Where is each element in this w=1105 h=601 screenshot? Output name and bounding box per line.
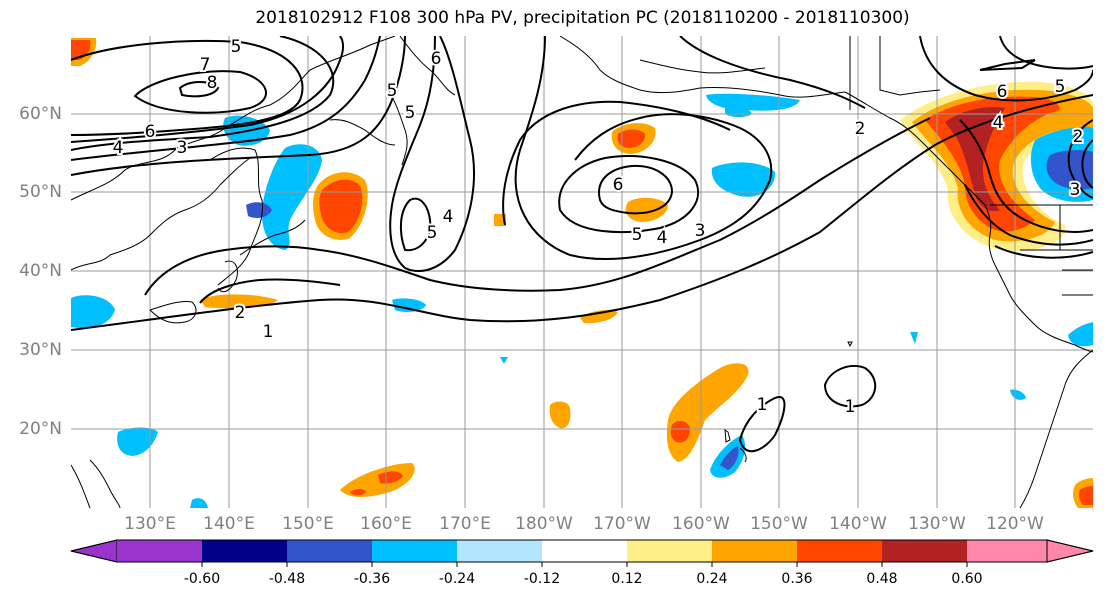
contour-label: 5 bbox=[632, 225, 643, 245]
colorbar-tick-label: -0.36 bbox=[353, 571, 391, 587]
precip-positive-south bbox=[340, 463, 415, 497]
colorbar-segment-11 bbox=[967, 540, 1047, 562]
precip-negative-aleutian bbox=[706, 93, 800, 111]
colorbar-tick-label: -0.48 bbox=[268, 571, 306, 587]
colorbar-segment-8 bbox=[712, 540, 797, 562]
map-gridlines bbox=[71, 36, 1093, 508]
colorbar-arrow-right bbox=[1046, 539, 1094, 563]
contour-label: 1 bbox=[757, 395, 768, 415]
colorbar-tick-label: -0.24 bbox=[438, 571, 476, 587]
colorbar-arrow-left bbox=[70, 539, 118, 563]
contour-label: 6 bbox=[145, 122, 156, 142]
contour-label: 6 bbox=[997, 82, 1008, 102]
contour-label: 8 bbox=[207, 73, 218, 93]
contour-label: 6 bbox=[431, 49, 442, 69]
lat-label-60n: 60°N bbox=[19, 104, 62, 124]
lon-label: 140°E bbox=[203, 514, 255, 534]
contour-label: 3 bbox=[1070, 180, 1081, 200]
lat-label-20n: 20°N bbox=[19, 419, 62, 439]
precip-positive-40n bbox=[200, 294, 278, 309]
contour-label: 1 bbox=[845, 397, 856, 417]
contour-label: 2 bbox=[235, 303, 246, 323]
lon-label: 130°E bbox=[124, 514, 176, 534]
lon-label: 140°W bbox=[829, 514, 887, 534]
contour-label: 4 bbox=[993, 113, 1004, 133]
colorbar-segment-6 bbox=[542, 540, 627, 562]
colorbar-tick-label: -0.12 bbox=[523, 571, 561, 587]
lon-label: 120°W bbox=[986, 514, 1044, 534]
lon-label: 150°W bbox=[750, 514, 808, 534]
contour-label: 3 bbox=[177, 138, 188, 158]
colorbar-tick-label: 0.48 bbox=[866, 571, 898, 587]
lat-label-40n: 40°N bbox=[19, 261, 62, 281]
contour-label: 3 bbox=[695, 221, 706, 241]
contour-label: 7 bbox=[200, 55, 211, 75]
precipitation-shading bbox=[71, 38, 1093, 508]
contour-label: 5 bbox=[427, 223, 438, 243]
colorbar-segment-1 bbox=[117, 540, 202, 562]
lon-label: 160°W bbox=[672, 514, 730, 534]
contour-label: 1 bbox=[263, 322, 274, 342]
lon-label: 180°W bbox=[515, 514, 573, 534]
colorbar-tick-label: -0.60 bbox=[183, 571, 221, 587]
lon-label: 130°W bbox=[908, 514, 966, 534]
colorbar-segment-2 bbox=[202, 540, 287, 562]
colorbar-segment-9 bbox=[797, 540, 882, 562]
contour-label: 6 bbox=[613, 175, 624, 195]
lat-label-30n: 30°N bbox=[19, 340, 62, 360]
contour-label-group: 8 7 6 5 4 3 2 1 5 6 5 4 5 6 4 5 3 6 5 4 … bbox=[111, 35, 1086, 419]
contour-label: 2 bbox=[1073, 127, 1084, 147]
lon-label: 150°E bbox=[282, 514, 334, 534]
precip-positive-low bbox=[625, 197, 668, 222]
colorbar-segment-10 bbox=[882, 540, 967, 562]
pv-contours bbox=[71, 36, 1093, 453]
colorbar-tick-label: 0.36 bbox=[781, 571, 813, 587]
colorbar-segment-3 bbox=[287, 540, 372, 562]
colorbar-segment-7 bbox=[627, 540, 712, 562]
lon-label: 170°W bbox=[593, 514, 651, 534]
lon-label: 160°E bbox=[360, 514, 412, 534]
contour-label: 5 bbox=[387, 81, 398, 101]
contour-label: 4 bbox=[113, 138, 124, 158]
contour-label: 5 bbox=[231, 37, 242, 57]
contour-label: 5 bbox=[405, 103, 416, 123]
contour-label: 2 bbox=[855, 119, 866, 139]
contour-label: 4 bbox=[657, 228, 668, 248]
colorbar-tick-label: 0.24 bbox=[696, 571, 728, 587]
map-title: 2018102912 F108 300 hPa PV, precipitatio… bbox=[255, 8, 910, 28]
lat-label-50n: 50°N bbox=[19, 182, 62, 202]
colorbar-tick-label: 0.60 bbox=[951, 571, 983, 587]
contour-label: 5 bbox=[1055, 77, 1066, 97]
lon-label: 170°E bbox=[439, 514, 491, 534]
colorbar bbox=[70, 539, 1094, 567]
colorbar-segment-5 bbox=[457, 540, 542, 562]
colorbar-tick-label: 0.12 bbox=[611, 571, 643, 587]
contour-label: 4 bbox=[443, 207, 454, 227]
colorbar-segment-4 bbox=[372, 540, 457, 562]
